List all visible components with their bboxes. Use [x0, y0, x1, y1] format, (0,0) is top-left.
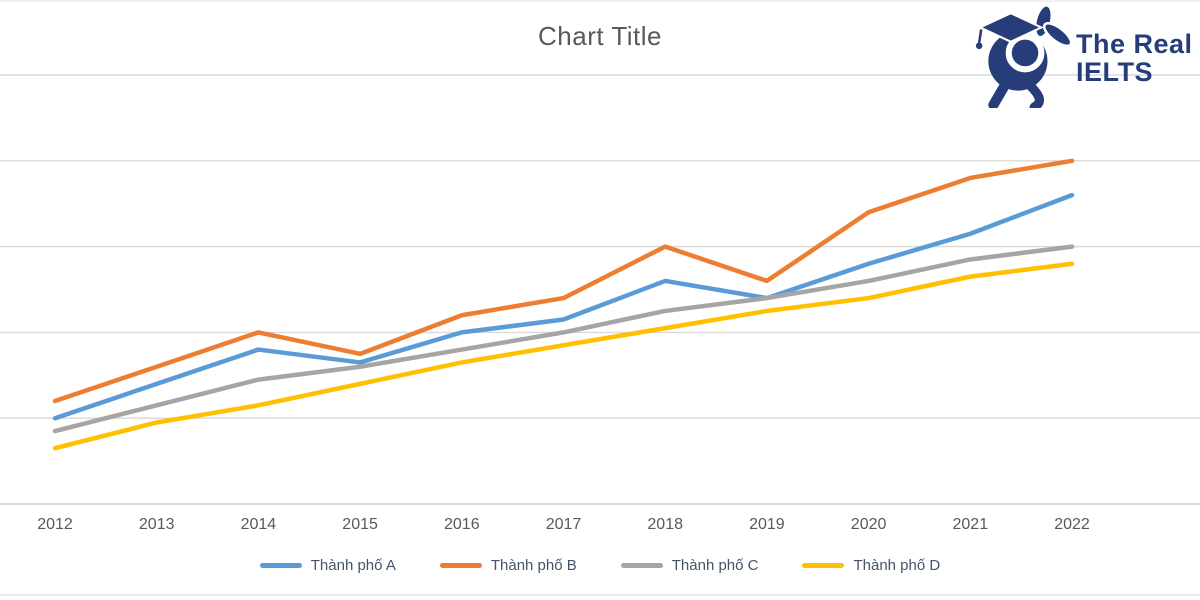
legend-line-swatch-icon [802, 563, 845, 568]
legend-item-3: Thành phố D [802, 557, 940, 574]
legend-label: Thành phố B [490, 557, 577, 574]
legend-line-swatch-icon [620, 563, 663, 568]
divider [0, 594, 1200, 596]
legend-label: Thành phố A [310, 557, 396, 574]
legend-label: Thành phố C [671, 557, 759, 574]
x-tick-label: 2021 [952, 516, 989, 533]
brand-logo-text: The Real IELTS [1076, 30, 1193, 87]
x-axis: 2012 2013 2014 2015 2016 2017 2018 2019 2020 2021… [0, 516, 1200, 538]
x-tick-label: 2020 [850, 516, 887, 533]
chart-title: Chart Title [538, 21, 662, 51]
legend-label: Thành phố D [853, 557, 941, 574]
legend-line-swatch-icon [259, 563, 302, 568]
legend-item-2: Thành phố C [620, 557, 759, 574]
x-tick-label: 2016 [444, 516, 480, 533]
x-tick-label: 2019 [749, 516, 785, 533]
brand-logo: The Real IELTS [972, 4, 1192, 108]
brand-name-line1: The Real [1076, 29, 1193, 59]
x-tick-label: 2014 [240, 516, 277, 533]
series-line-2 [52, 244, 1075, 434]
legend: Thành phố A Thành phố B Thành phố C Thành p… [0, 557, 1200, 574]
legend-item-0: Thành phố A [259, 557, 396, 574]
x-tick-label: 2012 [37, 516, 73, 533]
series-line-0 [52, 192, 1075, 421]
x-tick-label: 2017 [545, 516, 582, 533]
series-line-1 [52, 158, 1075, 404]
x-tick-label: 2015 [342, 516, 378, 533]
series-line-3 [52, 261, 1075, 451]
x-tick-label: 2022 [1054, 516, 1090, 533]
x-tick-label: 2013 [138, 516, 175, 533]
x-tick-label: 2018 [647, 516, 683, 533]
brand-name-line2: IELTS [1076, 57, 1154, 88]
divider [0, 0, 1200, 2]
legend-item-1: Thành phố B [439, 557, 577, 574]
legend-line-swatch-icon [439, 563, 482, 568]
rabbit-graduation-cap-icon [975, 4, 1073, 108]
